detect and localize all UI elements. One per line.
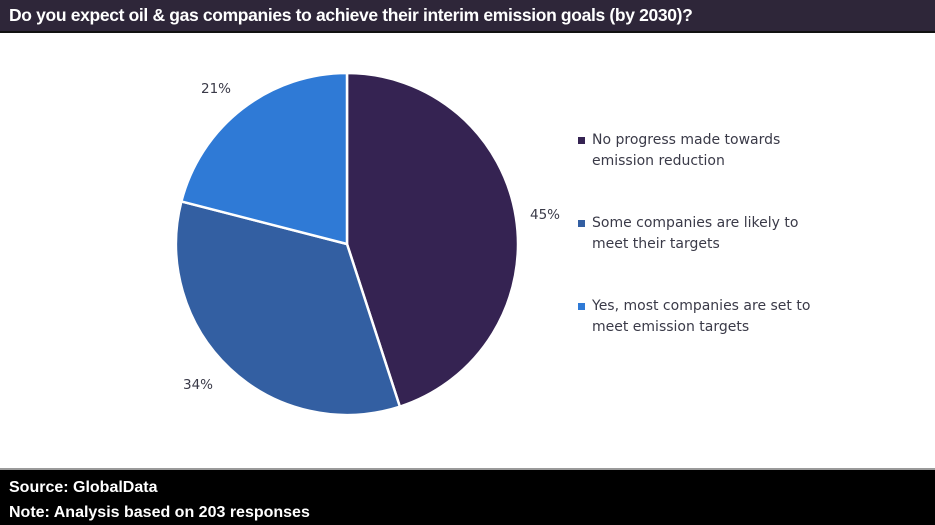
chart-legend: No progress made towards emission reduct… [578, 130, 838, 379]
slice-no-progress [345, 71, 520, 408]
legend-item-no-progress: No progress made towards emission reduct… [578, 130, 838, 171]
source-note: Source: GlobalData [9, 479, 158, 496]
slice-most-companies [180, 71, 349, 246]
slice-label-most-companies: 21% [201, 81, 232, 97]
slice-label-some-companies: 34% [183, 377, 214, 393]
chart-header: Do you expect oil & gas companies to ach… [0, 0, 935, 33]
legend-label: No progress made towards emission reduct… [592, 132, 781, 169]
legend-label: Some companies are likely to meet their … [592, 215, 799, 252]
slice-label-no-progress: 45% [530, 207, 561, 223]
chart-footer: Source: GlobalData Note: Analysis based … [0, 468, 935, 525]
legend-item-most-companies: Yes, most companies are set to meet emis… [578, 296, 838, 337]
slice-some-companies [174, 200, 402, 417]
chart-area: 45% 34% 21% No progress made towards emi… [0, 35, 935, 468]
pie-chart [174, 71, 520, 417]
chart-title: Do you expect oil & gas companies to ach… [9, 5, 693, 25]
legend-swatch-icon [578, 220, 585, 227]
legend-label: Yes, most companies are set to meet emis… [592, 298, 811, 335]
legend-swatch-icon [578, 303, 585, 310]
analysis-note: Note: Analysis based on 203 responses [9, 504, 310, 521]
legend-item-some-companies: Some companies are likely to meet their … [578, 213, 838, 254]
legend-swatch-icon [578, 137, 585, 144]
